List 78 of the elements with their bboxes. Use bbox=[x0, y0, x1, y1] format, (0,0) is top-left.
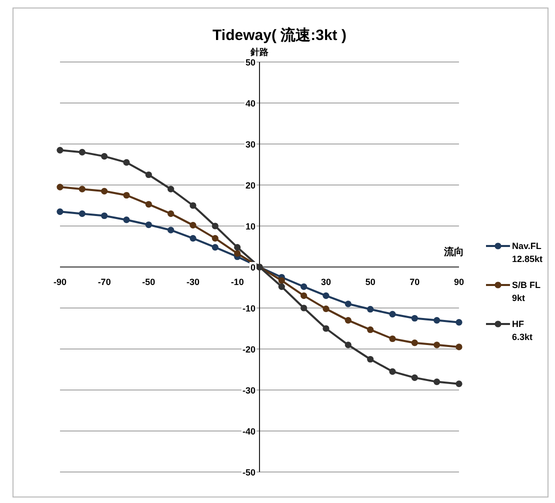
point bbox=[123, 192, 130, 199]
point bbox=[78, 148, 86, 156]
point bbox=[56, 208, 64, 215]
point bbox=[456, 380, 462, 388]
point bbox=[389, 335, 396, 342]
point bbox=[411, 314, 418, 322]
point bbox=[56, 146, 64, 154]
legend-label: Nav.FL 12.85kt bbox=[512, 241, 543, 264]
y-tick-label: 0 bbox=[250, 262, 256, 272]
x-tick-label: -50 bbox=[142, 277, 156, 287]
point bbox=[123, 159, 130, 166]
point bbox=[190, 235, 196, 242]
y-tick-label: 10 bbox=[245, 222, 256, 232]
point bbox=[344, 342, 352, 348]
y-tick-label: 20 bbox=[245, 180, 256, 190]
point bbox=[456, 319, 462, 326]
point bbox=[168, 186, 174, 192]
point bbox=[145, 171, 152, 178]
legend-label: HF 6.3kt bbox=[512, 319, 533, 342]
point bbox=[322, 325, 330, 332]
chart-title: Tideway( 流速:3kt ) bbox=[212, 26, 346, 44]
x-tick-label: 50 bbox=[365, 277, 376, 287]
x-axis-title: 流向 bbox=[443, 246, 464, 258]
point bbox=[411, 374, 418, 381]
point bbox=[434, 342, 440, 348]
x-tick-label: 70 bbox=[410, 277, 420, 287]
y-tick-label: 30 bbox=[245, 140, 256, 150]
point bbox=[212, 235, 218, 242]
point bbox=[322, 306, 330, 312]
y-tick-label: 50 bbox=[245, 58, 256, 68]
point bbox=[322, 292, 330, 299]
point bbox=[123, 216, 130, 224]
point bbox=[367, 306, 374, 313]
y-tick-label: 40 bbox=[245, 98, 256, 108]
y-tick-label: -40 bbox=[242, 426, 256, 436]
point bbox=[367, 326, 374, 334]
point bbox=[101, 153, 108, 160]
point bbox=[145, 200, 152, 208]
point bbox=[212, 222, 218, 230]
point bbox=[101, 212, 108, 220]
point bbox=[300, 283, 308, 290]
y-tick-label: -10 bbox=[242, 304, 256, 314]
point bbox=[234, 250, 241, 257]
point bbox=[389, 310, 396, 318]
point bbox=[212, 244, 218, 251]
point bbox=[434, 378, 440, 386]
point bbox=[234, 244, 241, 251]
point bbox=[411, 340, 418, 346]
y-tick-label: -30 bbox=[242, 386, 256, 396]
point bbox=[300, 292, 308, 299]
y-tick-label: -20 bbox=[242, 344, 256, 354]
x-tick-label: -90 bbox=[53, 277, 67, 287]
point bbox=[145, 221, 152, 228]
x-tick-label: -30 bbox=[186, 277, 200, 287]
point bbox=[300, 304, 308, 312]
point bbox=[278, 277, 285, 284]
point bbox=[389, 368, 396, 375]
y-tick-label: -50 bbox=[242, 468, 256, 478]
point bbox=[78, 210, 86, 217]
x-tick-label: -10 bbox=[230, 277, 244, 287]
legend-label: S/B FL 9kt bbox=[512, 280, 541, 303]
x-tick-label: 90 bbox=[454, 277, 464, 287]
y-axis-title: 針路 bbox=[250, 47, 270, 57]
point bbox=[56, 184, 64, 190]
point bbox=[168, 226, 174, 234]
point bbox=[367, 356, 374, 363]
point bbox=[168, 210, 174, 217]
point bbox=[456, 344, 462, 350]
point bbox=[278, 283, 285, 290]
point bbox=[101, 188, 108, 194]
point bbox=[190, 202, 196, 209]
x-tick-label: -70 bbox=[98, 277, 111, 287]
point bbox=[190, 222, 196, 228]
point bbox=[344, 317, 352, 324]
point bbox=[434, 317, 440, 324]
point bbox=[78, 186, 86, 192]
x-tick-label: 30 bbox=[320, 277, 332, 287]
point bbox=[344, 300, 352, 308]
